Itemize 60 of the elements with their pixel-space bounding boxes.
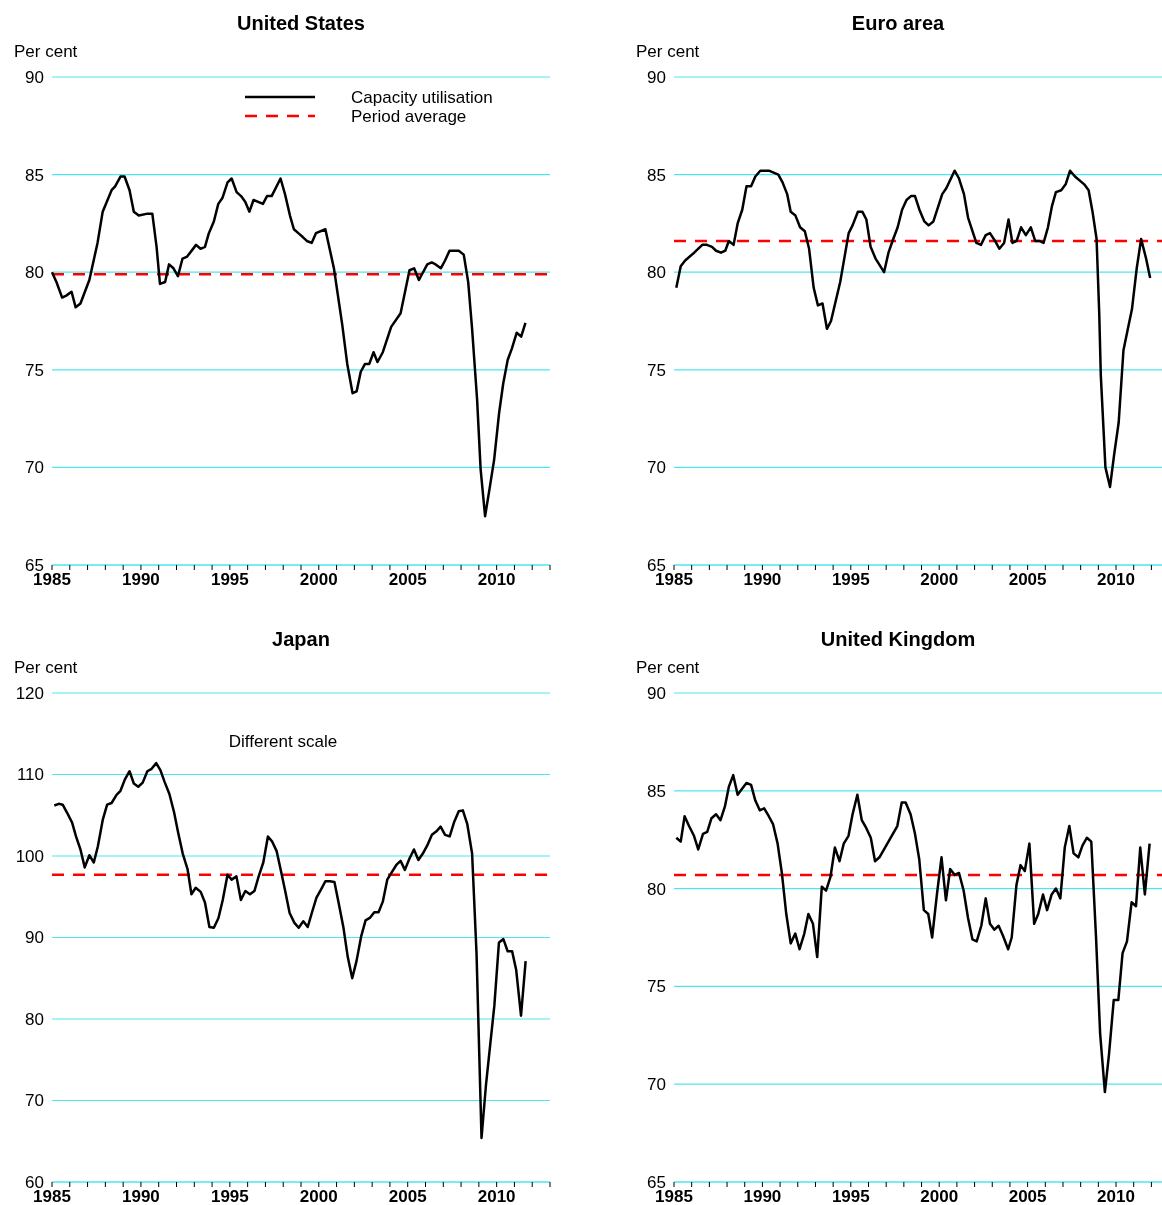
y-axis-title: Per cent (636, 658, 700, 677)
y-tick-label: 70 (25, 1091, 44, 1111)
line-series (53, 761, 527, 1140)
y-tick-label: 90 (25, 928, 44, 948)
x-tick-label: 2005 (388, 570, 427, 589)
line-series (675, 773, 1151, 1094)
y-tick-label: 70 (647, 1075, 666, 1095)
x-tick-label: 1985 (655, 570, 693, 589)
x-tick-label: 2010 (477, 1187, 516, 1205)
y-axis-title: Per cent (636, 42, 700, 61)
y-tick-label: 75 (647, 977, 666, 997)
y-tick-label: 75 (25, 360, 44, 380)
x-tick-label: 2005 (388, 1187, 427, 1205)
line-series (675, 169, 1152, 489)
y-tick-label: 80 (25, 263, 44, 283)
x-tick-label: 2000 (299, 1187, 338, 1205)
x-tick-label: 1990 (122, 570, 160, 589)
y-tick-label: 90 (25, 67, 44, 87)
x-tick-label: 2005 (1008, 570, 1047, 589)
x-tick-label: 1990 (743, 1187, 782, 1205)
x-tick-label: 2000 (920, 570, 959, 589)
x-tick-label: 2010 (1097, 570, 1135, 589)
y-tick-label: 80 (647, 263, 666, 283)
y-tick-label: 70 (647, 458, 666, 478)
x-tick-label: 2010 (1097, 1187, 1135, 1205)
annotation: Different scale (228, 732, 338, 751)
y-tick-label: 100 (15, 846, 44, 866)
y-tick-label: 85 (647, 165, 666, 185)
x-tick-label: 1990 (743, 570, 782, 589)
x-tick-label: 2005 (1008, 1187, 1047, 1205)
line-series (50, 175, 527, 518)
x-tick-label: 1995 (210, 1187, 249, 1205)
chart-title: Euro area (851, 12, 946, 34)
x-tick-label: 1985 (655, 1187, 693, 1205)
y-axis-title: Per cent (14, 42, 78, 61)
y-tick-label: 120 (15, 683, 44, 703)
chart-title: United Kingdom (820, 628, 976, 650)
x-tick-label: 1985 (33, 570, 71, 589)
chart-title: United States (237, 12, 365, 34)
y-tick-label: 90 (647, 67, 666, 87)
y-tick-label: 85 (647, 781, 666, 801)
x-tick-label: 1990 (122, 1187, 160, 1205)
y-tick-label: 110 (16, 765, 44, 785)
y-tick-label: 90 (647, 683, 666, 703)
x-tick-label: 2000 (920, 1187, 959, 1205)
x-tick-label: 1995 (210, 570, 249, 589)
y-tick-label: 85 (25, 165, 44, 185)
y-tick-label: 80 (647, 879, 666, 899)
y-axis-title: Per cent (14, 658, 78, 677)
legend-label: Capacity utilisation (351, 87, 493, 107)
y-tick-label: 70 (25, 458, 44, 478)
x-tick-label: 1995 (831, 1187, 870, 1205)
y-tick-label: 75 (647, 360, 666, 380)
x-tick-label: 2000 (299, 570, 338, 589)
x-tick-label: 1985 (33, 1187, 71, 1205)
y-tick-label: 80 (25, 1009, 44, 1029)
legend-label: Period average (351, 106, 467, 126)
chart-title: Japan (272, 628, 330, 650)
x-tick-label: 1995 (831, 570, 870, 589)
x-tick-label: 2010 (477, 570, 516, 589)
